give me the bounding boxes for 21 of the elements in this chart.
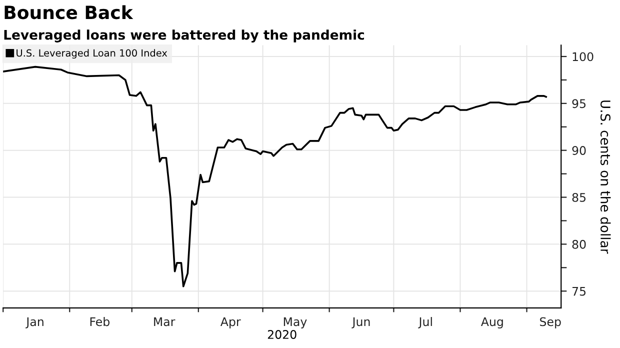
line-series xyxy=(3,66,547,288)
x-axis-title: 2020 xyxy=(268,330,296,339)
y-tick-label: 95 xyxy=(572,99,586,108)
y-tick-label: 90 xyxy=(572,146,586,155)
x-tick-label: Feb xyxy=(90,317,110,326)
y-axis-title: U.S. cents on the dollar xyxy=(600,100,611,254)
x-tick-label: May xyxy=(284,317,307,328)
x-tick-label: Mar xyxy=(154,317,176,326)
y-tick-label: 80 xyxy=(572,240,586,249)
x-tick-label: Jun xyxy=(352,317,370,328)
legend-label: U.S. Leveraged Loan 100 Index xyxy=(16,49,168,59)
x-tick-label: Aug xyxy=(480,317,503,328)
chart-title: Bounce Back xyxy=(4,5,134,20)
y-tick-label: 100 xyxy=(572,52,594,62)
x-tick-label: Sep xyxy=(540,317,561,328)
y-tick-label: 75 xyxy=(572,286,586,296)
x-tick-label: Jan xyxy=(26,317,44,328)
chart-subtitle: Leveraged loans were battered by the pandemic xyxy=(4,30,364,42)
x-tick-label: Apr xyxy=(220,317,241,328)
x-tick-label: Jul xyxy=(418,317,432,328)
y-tick-label: 85 xyxy=(572,192,586,202)
